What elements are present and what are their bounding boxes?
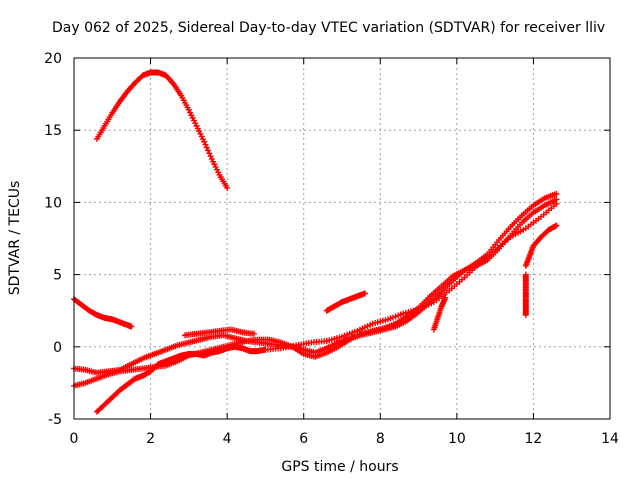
series-markers [93,69,231,191]
y-tick-label: 5 [53,268,62,284]
series-arc-high [93,69,231,191]
series-markers [182,326,257,339]
series-arc-upper-left [71,296,135,330]
x-tick-label: 0 [70,431,79,447]
y-tick-label: 0 [53,340,62,356]
chart-title: Day 062 of 2025, Sidereal Day-to-day VTE… [52,20,605,36]
series-arc-9-5 [430,294,449,333]
y-tick-label: -5 [48,412,62,428]
series-markers [430,294,449,333]
y-tick-label: 20 [44,51,62,67]
x-axis-label: GPS time / hours [281,459,398,475]
series-markers [323,290,368,314]
x-tick-label: 14 [601,431,619,447]
series-arc-bump [323,290,368,314]
x-tick-label: 10 [448,431,466,447]
series-arc-mid-a [71,190,560,376]
x-tick-label: 4 [223,431,232,447]
series-arc-short-mid [182,326,257,339]
series-markers [71,296,135,330]
y-tick-label: 10 [44,195,62,211]
series-markers [522,222,560,269]
axis-ticks: 0 2 4 6 8 10 12 14 -5 0 5 10 15 20 [44,51,619,447]
x-tick-label: 2 [146,431,155,447]
plot-frame [73,57,611,420]
series-arc-right-late [522,222,560,269]
grid [74,58,610,419]
series-markers [522,271,529,319]
x-tick-label: 6 [299,431,308,447]
series-spike-drop [522,271,529,319]
y-tick-label: 15 [44,123,62,139]
x-tick-label: 12 [525,431,543,447]
data-series [71,69,560,415]
y-axis-label: SDTVAR / TECUs [7,181,23,296]
series-markers [71,190,560,376]
x-tick-label: 8 [376,431,385,447]
